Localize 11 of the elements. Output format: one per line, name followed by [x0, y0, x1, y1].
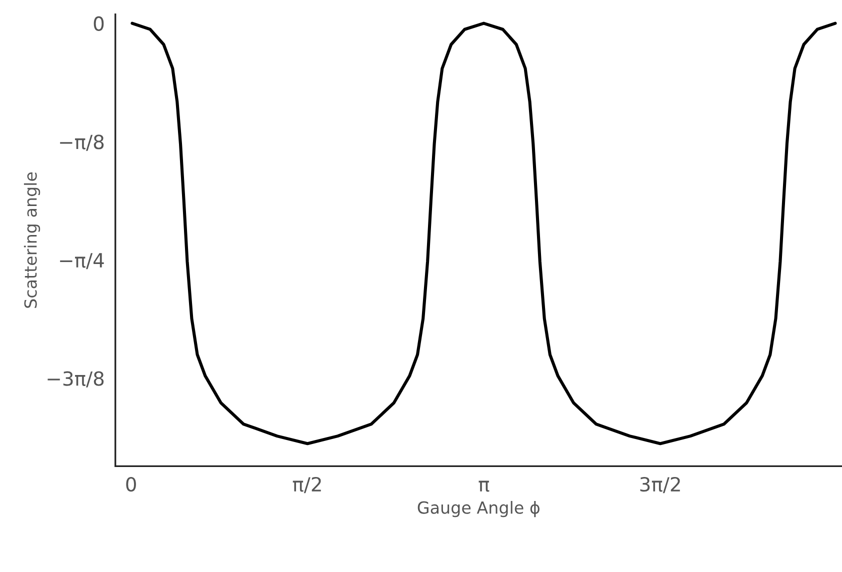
line-series [130, 22, 837, 446]
y-tick-label: −3π/8 [48, 371, 104, 388]
x-axis-title: Gauge Angle ϕ [418, 500, 540, 518]
x-tick-label: 3π/2 [640, 476, 680, 494]
y-tick-label: −π/8 [60, 134, 104, 151]
x-tick-label: π [478, 480, 490, 492]
x-tick-label: 0 [126, 476, 136, 492]
y-tick-label: −π/4 [60, 253, 104, 270]
x-tick-label: π/2 [292, 476, 321, 494]
y-axis-title: Scattering angle [24, 172, 40, 308]
y-tick-label: 0 [94, 16, 104, 31]
